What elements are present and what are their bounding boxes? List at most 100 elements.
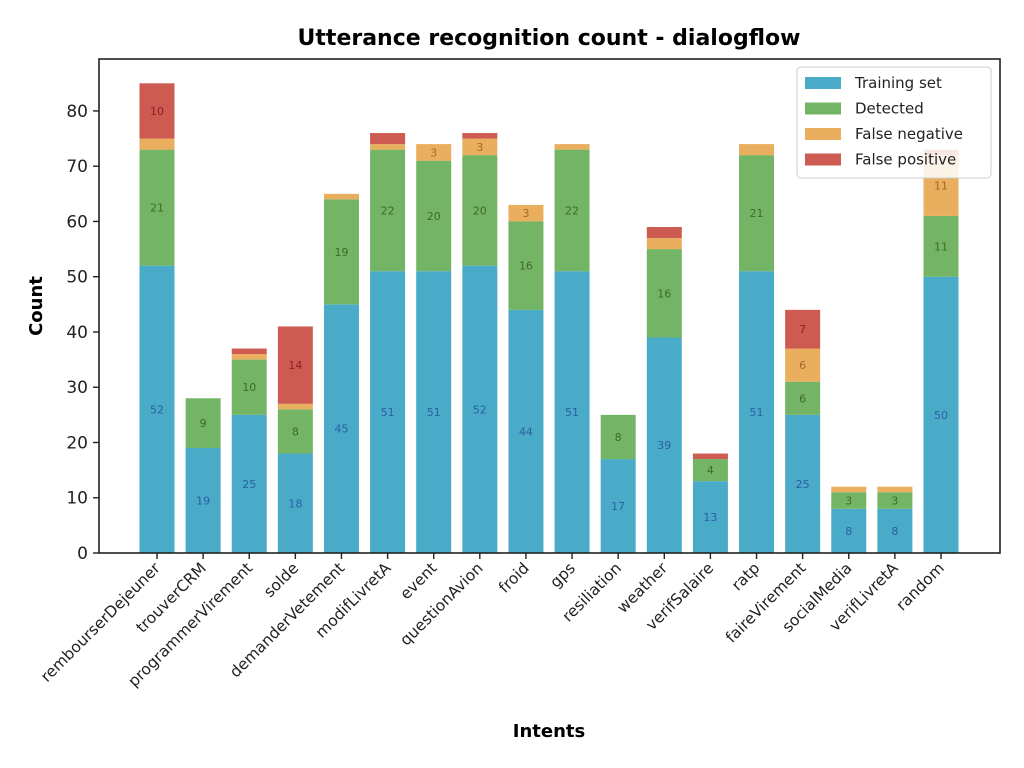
bar-segment-training-set xyxy=(277,453,313,553)
plot-area-frame xyxy=(98,58,1001,554)
bar-segment-false-negative xyxy=(139,138,175,150)
bar-segment-false-negative xyxy=(785,348,821,382)
bar-segment-training-set xyxy=(785,414,821,553)
legend-label: Training set xyxy=(854,74,942,92)
x-tick-label: questionAvion xyxy=(397,559,487,649)
data-label: 16 xyxy=(657,287,671,300)
bar-segment-detected xyxy=(416,160,452,272)
data-label: 21 xyxy=(150,202,164,215)
data-label: 44 xyxy=(519,425,533,438)
y-axis-label: Count xyxy=(26,276,47,336)
x-tick-label: froid xyxy=(495,559,533,597)
bar-segment-training-set xyxy=(739,271,775,553)
data-label: 10 xyxy=(150,105,164,118)
data-label: 51 xyxy=(565,406,579,419)
y-tick-label: 70 xyxy=(66,157,88,177)
bar-segment-false-negative xyxy=(877,486,913,493)
data-label: 3 xyxy=(522,207,529,220)
bar-segment-false-negative xyxy=(508,204,544,222)
data-label: 51 xyxy=(750,406,764,419)
legend-label: False positive xyxy=(855,151,956,169)
data-label: 51 xyxy=(381,406,395,419)
bar-segment-false-positive xyxy=(785,309,821,349)
data-label: 3 xyxy=(430,146,437,159)
data-label: 45 xyxy=(334,423,348,436)
bar-segment-detected xyxy=(923,215,959,277)
bar-segment-detected xyxy=(277,409,313,454)
data-label: 8 xyxy=(845,525,852,538)
bar-segment-detected xyxy=(370,149,406,272)
bar-segment-false-positive xyxy=(646,226,682,239)
data-label: 52 xyxy=(473,403,487,416)
bar-segment-false-positive xyxy=(277,326,313,404)
bar-segment-detected xyxy=(508,221,544,310)
y-tick-label: 30 xyxy=(66,378,88,398)
bar-segment-training-set xyxy=(831,508,867,553)
x-tick-label: random xyxy=(893,559,948,614)
data-label: 8 xyxy=(292,425,299,438)
bar-segment-training-set xyxy=(600,459,636,553)
bar-segment-false-negative xyxy=(323,193,359,200)
bar-segment-detected xyxy=(323,199,359,305)
data-label: 8 xyxy=(891,525,898,538)
x-tick-label: solde xyxy=(260,559,302,601)
data-label: 20 xyxy=(427,210,441,223)
data-label: 25 xyxy=(242,478,256,491)
x-tick-label: event xyxy=(397,559,441,603)
bar-segment-detected xyxy=(785,381,821,415)
bar-segment-training-set xyxy=(877,508,913,553)
data-label: 7 xyxy=(799,323,806,336)
data-label: 8 xyxy=(615,431,622,444)
y-tick-label: 10 xyxy=(66,489,88,509)
data-label: 9 xyxy=(200,417,207,430)
data-label: 6 xyxy=(799,359,806,372)
data-label: 13 xyxy=(703,511,717,524)
x-tick-label: gps xyxy=(547,559,579,591)
y-tick-label: 60 xyxy=(66,212,88,232)
x-tick-label: faireVirement xyxy=(722,559,809,646)
x-axis-label: Intents xyxy=(513,721,585,742)
y-tick-label: 0 xyxy=(77,544,88,564)
data-label: 4 xyxy=(707,464,714,477)
data-label: 20 xyxy=(473,204,487,217)
x-tick-label: ratp xyxy=(728,559,763,594)
data-label: 3 xyxy=(891,495,898,508)
legend-label: Detected xyxy=(855,100,924,118)
bar-segment-training-set xyxy=(231,414,267,553)
bar-segment-false-negative xyxy=(462,138,498,156)
bar-segment-training-set xyxy=(370,271,406,553)
bar-segment-false-negative xyxy=(277,403,313,410)
bar-segment-detected xyxy=(231,359,267,415)
bar-segment-detected xyxy=(692,459,728,482)
legend-swatch xyxy=(805,102,841,115)
bar-segment-detected xyxy=(600,414,636,460)
bar-segment-detected xyxy=(554,149,590,272)
legend: Training set Detected False negative False … xyxy=(796,66,992,179)
bar-segment-training-set xyxy=(139,265,175,553)
data-label: 11 xyxy=(934,180,948,193)
bar-segment-training-set xyxy=(416,271,452,553)
data-label: 10 xyxy=(242,381,256,394)
data-label: 16 xyxy=(519,260,533,273)
data-label: 18 xyxy=(288,497,302,510)
bar-segment-detected xyxy=(739,155,775,272)
bar-segment-training-set xyxy=(554,271,590,553)
bar-segment-detected xyxy=(139,149,175,266)
data-label: 14 xyxy=(288,359,302,372)
bar-segment-false-negative xyxy=(554,144,590,150)
data-label: 21 xyxy=(750,207,764,220)
bar-segment-training-set xyxy=(185,448,221,553)
data-label: 19 xyxy=(334,246,348,259)
legend-box xyxy=(796,66,992,179)
bar-segment-false-positive xyxy=(692,453,728,460)
data-label: 22 xyxy=(381,204,395,217)
bar-segment-false-positive xyxy=(462,133,498,139)
data-label: 19 xyxy=(196,495,210,508)
data-label: 17 xyxy=(611,500,625,513)
data-label: 52 xyxy=(150,403,164,416)
bar-segment-false-negative xyxy=(739,144,775,156)
bar-segment-detected xyxy=(646,249,682,338)
legend-swatch xyxy=(805,77,841,89)
bar-segment-false-negative xyxy=(231,354,267,360)
